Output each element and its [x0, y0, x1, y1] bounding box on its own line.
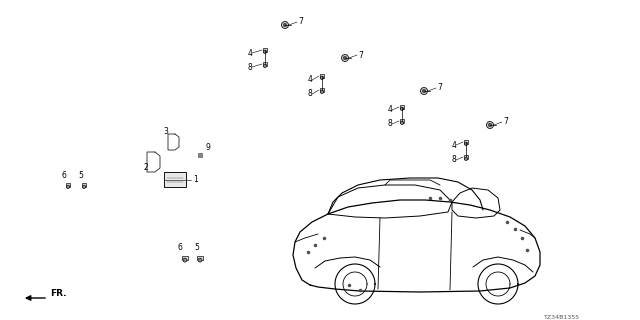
- Circle shape: [67, 185, 70, 188]
- Text: 3: 3: [163, 127, 168, 137]
- Circle shape: [183, 258, 187, 262]
- Circle shape: [284, 23, 287, 27]
- Bar: [65, 183, 70, 187]
- Circle shape: [465, 157, 468, 161]
- Text: 7: 7: [298, 18, 303, 27]
- Text: TZ34B1355: TZ34B1355: [544, 315, 580, 320]
- Bar: [399, 119, 404, 123]
- Text: 4: 4: [248, 49, 253, 58]
- Bar: [319, 74, 324, 78]
- Circle shape: [282, 21, 289, 28]
- Circle shape: [342, 54, 349, 61]
- Bar: [463, 140, 468, 144]
- Circle shape: [465, 142, 468, 146]
- Circle shape: [486, 122, 493, 129]
- Text: 4: 4: [452, 140, 457, 149]
- Text: 5: 5: [78, 171, 83, 180]
- Bar: [463, 155, 468, 159]
- Circle shape: [401, 107, 404, 110]
- Text: 1: 1: [193, 175, 198, 185]
- Text: 4: 4: [308, 76, 313, 84]
- Bar: [164, 172, 186, 187]
- Circle shape: [420, 87, 428, 94]
- Bar: [399, 105, 404, 109]
- Text: FR.: FR.: [50, 290, 67, 299]
- Bar: [197, 256, 203, 260]
- Text: 8: 8: [388, 119, 393, 129]
- Text: 7: 7: [437, 84, 442, 92]
- Text: 6: 6: [178, 244, 183, 252]
- Bar: [182, 256, 188, 260]
- Circle shape: [321, 76, 324, 79]
- Circle shape: [83, 185, 86, 188]
- Circle shape: [263, 64, 267, 68]
- Text: 8: 8: [452, 156, 457, 164]
- Circle shape: [422, 89, 426, 93]
- Circle shape: [321, 90, 324, 93]
- Bar: [262, 62, 268, 66]
- Text: 5: 5: [194, 244, 199, 252]
- Circle shape: [198, 258, 202, 262]
- Text: 8: 8: [308, 90, 313, 99]
- Bar: [262, 48, 268, 52]
- Text: 4: 4: [388, 106, 393, 115]
- Bar: [319, 88, 324, 92]
- Bar: [82, 183, 86, 187]
- Circle shape: [401, 121, 404, 124]
- Text: 8: 8: [248, 62, 253, 71]
- Circle shape: [263, 50, 267, 53]
- Circle shape: [488, 123, 492, 127]
- Text: 7: 7: [358, 51, 363, 60]
- Text: 6: 6: [62, 171, 67, 180]
- Text: 2: 2: [143, 164, 148, 172]
- Text: 9: 9: [206, 143, 211, 153]
- Circle shape: [343, 56, 347, 60]
- Text: 7: 7: [503, 117, 508, 126]
